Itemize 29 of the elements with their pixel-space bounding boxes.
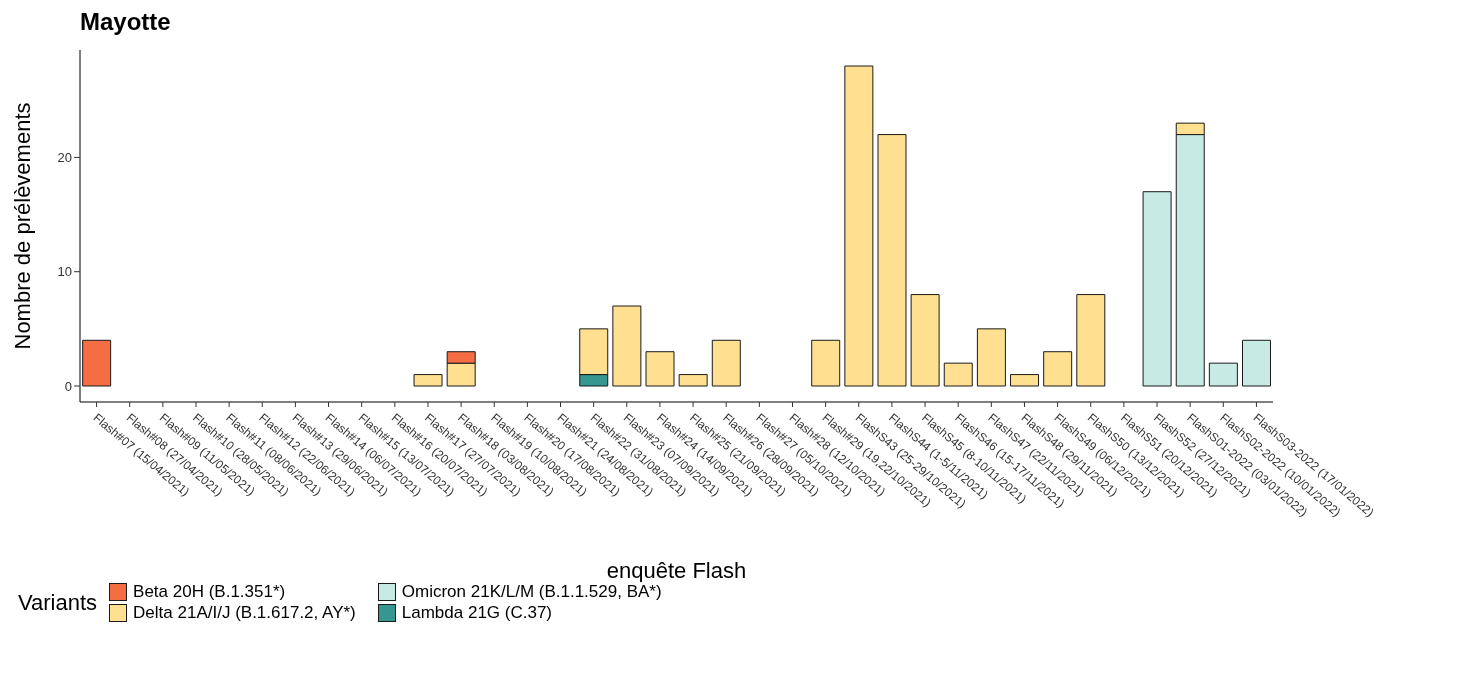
legend-title: Variants [18, 589, 98, 616]
bar [612, 305, 642, 387]
bar [811, 339, 841, 387]
bar [976, 328, 1006, 387]
y-tick-label: 20 [57, 150, 72, 166]
bar [645, 351, 675, 387]
y-tick-label: 10 [57, 264, 72, 280]
bar [1242, 339, 1272, 387]
bar [1142, 191, 1172, 387]
bar [1208, 362, 1238, 387]
y-tick-label: 0 [64, 378, 72, 394]
legend-label: Omicron 21K/L/M (B.1.1.529, BA*) [401, 582, 662, 602]
bar [844, 65, 874, 387]
bar [910, 294, 940, 387]
bar [1076, 294, 1106, 387]
y-axis-title: Nombre de prélèvements [9, 102, 35, 350]
bar [1010, 374, 1040, 387]
legend-label: Lambda 21G (C.37) [401, 603, 553, 623]
x-axis-title: enquête Flash [606, 558, 747, 583]
bar [413, 374, 443, 387]
bar [877, 134, 907, 387]
bar [1043, 351, 1073, 387]
legend-label: Delta 21A/I/J (B.1.617.2, AY*) [133, 603, 356, 623]
bar [943, 362, 973, 387]
bar [678, 374, 708, 387]
bar [82, 339, 112, 387]
bar [711, 339, 741, 387]
legend-label: Beta 20H (B.1.351*) [133, 582, 286, 602]
chart-title: Mayotte [79, 8, 172, 37]
